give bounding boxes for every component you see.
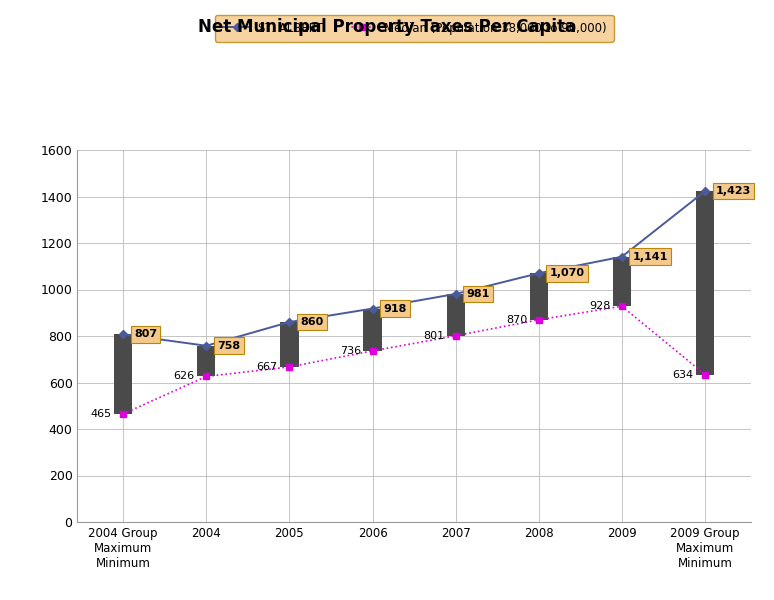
- Text: Net Municipal Property Taxes Per Capita: Net Municipal Property Taxes Per Capita: [198, 18, 576, 36]
- Bar: [114, 334, 132, 414]
- Bar: [197, 346, 215, 376]
- ST. ALBERT: [118, 331, 128, 338]
- Legend: ST. ALBERT, Median (Population 38,000 to 90,000): ST. ALBERT, Median (Population 38,000 to…: [214, 14, 614, 42]
- Line: ST. ALBERT: ST. ALBERT: [120, 188, 708, 349]
- Text: 981: 981: [467, 289, 490, 299]
- ST. ALBERT: [368, 305, 377, 312]
- Median (Population 38,000 to 90,000): [118, 410, 128, 418]
- Text: 667: 667: [257, 362, 278, 372]
- Bar: [696, 191, 714, 374]
- Median (Population 38,000 to 90,000): [451, 332, 461, 340]
- Text: 758: 758: [217, 341, 240, 351]
- ST. ALBERT: [618, 253, 627, 260]
- Median (Population 38,000 to 90,000): [618, 302, 627, 310]
- Text: 626: 626: [173, 371, 194, 382]
- ST. ALBERT: [534, 269, 543, 277]
- Text: 918: 918: [383, 304, 406, 314]
- ST. ALBERT: [451, 290, 461, 298]
- Text: 928: 928: [589, 301, 610, 311]
- Median (Population 38,000 to 90,000): [368, 347, 377, 355]
- Median (Population 38,000 to 90,000): [285, 364, 294, 371]
- Text: 736: 736: [340, 346, 361, 356]
- Median (Population 38,000 to 90,000): [534, 316, 543, 323]
- ST. ALBERT: [700, 188, 710, 195]
- Text: 465: 465: [91, 409, 111, 419]
- Bar: [363, 308, 382, 351]
- Text: 807: 807: [134, 329, 157, 340]
- Text: 634: 634: [673, 370, 694, 380]
- ST. ALBERT: [285, 319, 294, 326]
- Bar: [447, 294, 465, 336]
- Bar: [280, 322, 299, 367]
- Text: 870: 870: [506, 315, 527, 325]
- Bar: [529, 273, 548, 320]
- Text: 1,423: 1,423: [716, 186, 751, 196]
- Text: 1,141: 1,141: [632, 252, 668, 262]
- Line: Median (Population 38,000 to 90,000): Median (Population 38,000 to 90,000): [120, 304, 708, 416]
- Bar: [613, 257, 631, 306]
- ST. ALBERT: [201, 342, 211, 349]
- Text: 1,070: 1,070: [550, 268, 584, 278]
- Text: 860: 860: [300, 317, 324, 327]
- Median (Population 38,000 to 90,000): [201, 373, 211, 380]
- Text: 801: 801: [423, 331, 444, 341]
- Median (Population 38,000 to 90,000): [700, 371, 710, 378]
